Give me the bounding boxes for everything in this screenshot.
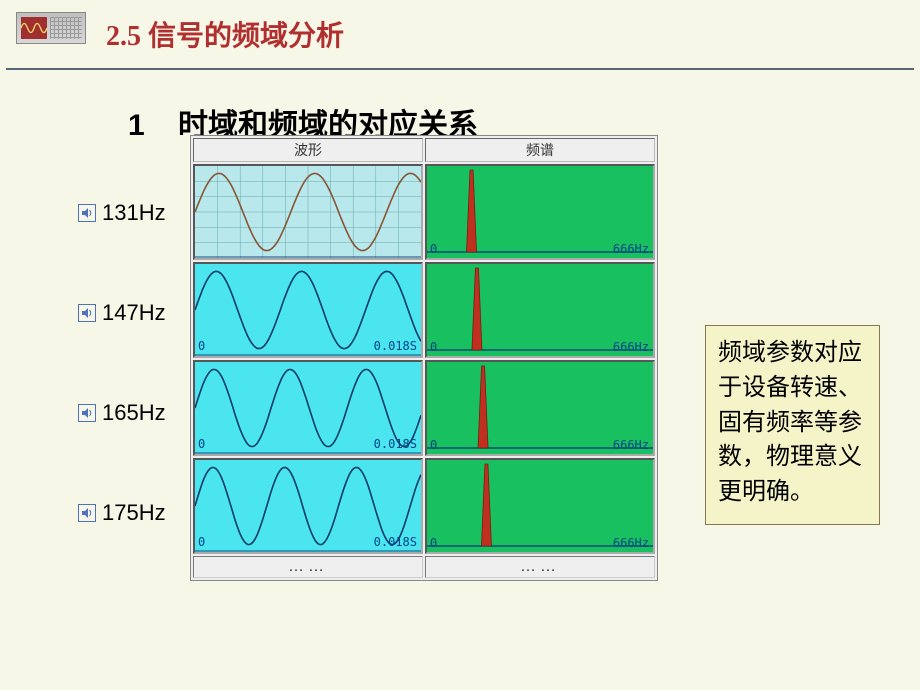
freq-label-row: 147Hz (78, 263, 190, 363)
spectrum-cell: 0 666Hz (425, 262, 655, 358)
wave-zero-label: 0 (198, 339, 205, 353)
spec-zero-label: 0 (430, 438, 437, 452)
spec-max-label: 666Hz (613, 242, 649, 256)
freq-label: 175Hz (78, 500, 190, 526)
freq-value: 147Hz (102, 300, 166, 326)
table-row: 0 0.018S 0 666Hz (193, 358, 655, 456)
waveform-cell (193, 164, 423, 260)
content-area: 波形 频谱 0666Hz00.018S0666Hz00.018S0666Hz00… (78, 135, 658, 581)
col-header-spectrum: 频谱 (425, 138, 655, 162)
wave-zero-label: 0 (198, 437, 205, 451)
sound-icon[interactable] (78, 204, 96, 222)
chart-table: 波形 频谱 0666Hz00.018S0666Hz00.018S0666Hz00… (190, 135, 658, 581)
freq-label: 147Hz (78, 300, 190, 326)
oscilloscope-icon (16, 12, 86, 44)
waveform-cell: 0 0.018S (193, 458, 423, 554)
spec-max-label: 666Hz (613, 536, 649, 550)
spectrum-cell: 0 666Hz (425, 164, 655, 260)
spec-max-label: 666Hz (613, 438, 649, 452)
table-row: 0 666Hz (193, 162, 655, 260)
spectrum-cell: 0 666Hz (425, 360, 655, 456)
freq-label: 165Hz (78, 400, 190, 426)
note-text: 频域参数对应于设备转速、固有频率等参数，物理意义更明确。 (718, 340, 862, 505)
wave-time-label: 0.018S (374, 535, 417, 549)
ellipsis-spec: …… (425, 556, 655, 578)
table-row: 0 0.018S 0 666Hz (193, 260, 655, 358)
waveform-cell: 0 0.018S (193, 262, 423, 358)
note-box: 频域参数对应于设备转速、固有频率等参数，物理意义更明确。 (705, 325, 880, 525)
sound-icon[interactable] (78, 504, 96, 522)
freq-value: 175Hz (102, 500, 166, 526)
freq-value: 165Hz (102, 400, 166, 426)
freq-label: 131Hz (78, 200, 190, 226)
wave-time-label: 0.018S (374, 339, 417, 353)
table-row: 0 0.018S 0 666Hz (193, 456, 655, 554)
ellipsis-wave: …… (193, 556, 423, 578)
spec-zero-label: 0 (430, 242, 437, 256)
page-header: 2.5 信号的频域分析 (6, 0, 914, 70)
header-title: 2.5 信号的频域分析 (106, 21, 344, 52)
waveform-cell: 0 0.018S (193, 360, 423, 456)
sound-icon[interactable] (78, 304, 96, 322)
freq-value: 131Hz (102, 200, 166, 226)
spec-zero-label: 0 (430, 536, 437, 550)
freq-label-row: 175Hz (78, 463, 190, 563)
spectrum-cell: 0 666Hz (425, 458, 655, 554)
freq-label-row: 131Hz (78, 163, 190, 263)
spec-zero-label: 0 (430, 340, 437, 354)
col-header-waveform: 波形 (193, 138, 423, 162)
spec-max-label: 666Hz (613, 340, 649, 354)
ellipsis-row: …… …… (193, 554, 655, 578)
wave-zero-label: 0 (198, 535, 205, 549)
table-header-row: 波形 频谱 (193, 138, 655, 162)
wave-time-label: 0.018S (374, 437, 417, 451)
freq-label-row: 165Hz (78, 363, 190, 463)
sound-icon[interactable] (78, 404, 96, 422)
